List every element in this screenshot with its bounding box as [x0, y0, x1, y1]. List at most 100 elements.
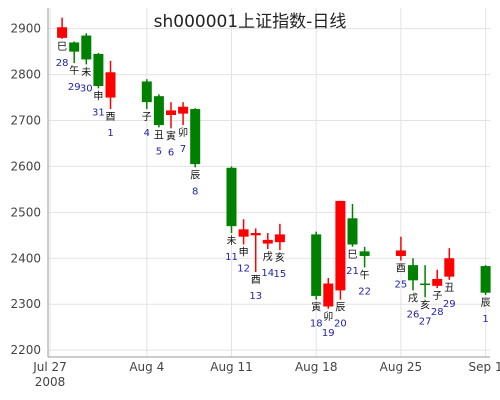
candle-day-label: 27 — [419, 316, 432, 327]
candle-down — [311, 231, 322, 300]
candle-up — [432, 269, 443, 289]
candle-body — [105, 72, 116, 98]
candle-down — [359, 246, 370, 268]
x-tick-label: Sep 1 — [469, 360, 500, 374]
x-tick-sublabel: 2008 — [35, 375, 66, 389]
x-tick-label: Jul 27 — [32, 360, 67, 374]
candle-day-label: 13 — [249, 291, 262, 302]
y-tick-label: 2900 — [10, 22, 41, 36]
y-tick-label: 2600 — [10, 159, 41, 173]
candle-body — [226, 167, 237, 227]
candle-branch-label: 子 — [432, 290, 442, 302]
candle-down — [226, 166, 237, 234]
candle-up — [57, 17, 68, 39]
candles — [57, 17, 491, 309]
candle-body — [274, 234, 285, 243]
candle-day-label: 19 — [322, 328, 335, 339]
candle-day-label: 22 — [358, 286, 371, 297]
candle-day-label: 4 — [144, 128, 150, 139]
y-tick-label: 2700 — [10, 114, 41, 128]
candle-day-label: 6 — [168, 147, 174, 158]
candle-branch-label: 寅 — [166, 129, 176, 142]
candle-day-label: 12 — [237, 263, 250, 274]
candle-body — [81, 35, 92, 60]
candle-down — [93, 53, 104, 89]
candle-body — [444, 258, 455, 277]
candle-day-label: 18 — [310, 319, 323, 330]
candle-down — [347, 204, 358, 247]
candle-branch-label: 申 — [239, 245, 249, 258]
candle-body — [311, 234, 322, 296]
candle-branch-label: 卯 — [323, 311, 333, 323]
candle-body — [335, 200, 346, 291]
candle-body — [395, 250, 406, 256]
candle-up — [166, 102, 176, 129]
candle-branch-label: 辰 — [190, 169, 200, 181]
candle-day-label: 8 — [192, 186, 198, 197]
candle-branch-label: 辰 — [335, 302, 345, 314]
candle-branch-label: 酉 — [106, 112, 116, 123]
y-tick-label: 2500 — [10, 205, 41, 219]
candle-body — [141, 81, 152, 103]
candle-up — [274, 223, 285, 251]
candle-day-label: 29 — [68, 82, 81, 93]
x-tick-label: Aug 4 — [129, 360, 164, 374]
x-tick-label: Aug 25 — [380, 360, 423, 374]
candle-down — [420, 265, 431, 298]
y-tick-label: 2200 — [10, 343, 41, 357]
candle-body — [93, 53, 104, 87]
candle-down — [69, 41, 80, 64]
candle-up — [178, 102, 189, 126]
candle-up — [250, 228, 261, 273]
candle-body — [432, 278, 443, 286]
candle-day-label: 26 — [407, 309, 420, 320]
candle-branch-label: 亥 — [420, 298, 430, 311]
candle-body — [153, 96, 164, 126]
candle-body — [262, 239, 273, 244]
candle-down — [141, 79, 152, 110]
candle-day-label: 15 — [274, 269, 287, 280]
chart-title: sh000001上证指数-日线 — [154, 12, 347, 32]
grid — [48, 8, 490, 357]
candle-body — [178, 106, 189, 114]
candle-branch-label: 子 — [142, 111, 152, 123]
candle-branch-label: 丑 — [444, 283, 454, 294]
candle-branch-label: 辰 — [481, 297, 491, 309]
y-tick-label: 2400 — [10, 251, 41, 265]
candle-body — [347, 218, 358, 245]
candle-up — [238, 219, 249, 245]
candle-day-label: 21 — [346, 266, 359, 277]
y-tick-label: 2800 — [10, 68, 41, 82]
candle-day-label: 14 — [261, 268, 274, 279]
candle-day-label: 11 — [225, 252, 238, 263]
candle-day-label: 25 — [395, 280, 408, 291]
candle-branch-label: 亥 — [275, 251, 285, 264]
candle-down — [81, 33, 92, 65]
candle-down — [480, 265, 491, 296]
candle-branch-label: 巳 — [348, 249, 358, 261]
candle-day-label: 28 — [431, 307, 444, 318]
candle-day-label: 5 — [156, 146, 162, 157]
candle-body — [166, 110, 176, 115]
candle-body — [190, 109, 201, 165]
candle-branch-label: 午 — [69, 64, 79, 77]
candle-up — [323, 278, 334, 309]
candle-up — [335, 200, 346, 300]
candle-body — [238, 229, 249, 237]
candle-day-label: 28 — [56, 58, 69, 69]
candle-down — [190, 108, 201, 168]
candle-branch-label: 戌 — [408, 291, 418, 304]
candle-up — [395, 236, 406, 261]
candle-up — [444, 248, 455, 280]
x-tick-label: Aug 11 — [210, 360, 253, 374]
candle-day-label: 20 — [334, 319, 347, 330]
candle-up — [105, 60, 116, 110]
candle-branch-label: 酉 — [396, 264, 406, 275]
y-tick-label: 2300 — [10, 297, 41, 311]
candle-day-label: 1 — [107, 128, 113, 139]
candle-branch-label: 戌 — [263, 250, 273, 263]
